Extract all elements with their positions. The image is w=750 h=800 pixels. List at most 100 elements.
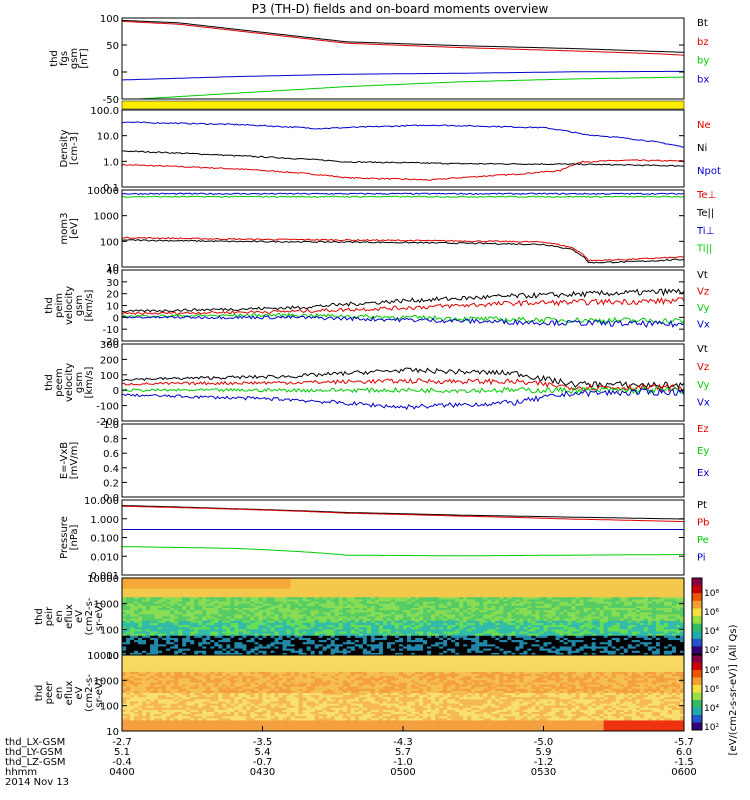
spectrogram-cell [651,629,657,632]
spectrogram-cell [206,631,211,635]
spectrogram-cell [579,631,585,635]
spectrogram-cell [519,616,524,620]
spectrogram-cell [539,642,544,645]
spectrogram-cell [539,588,544,592]
spectrogram-cell [419,637,424,641]
spectrogram-cell [162,584,167,588]
spectrogram-cell [639,652,645,656]
spectrogram-cell [539,586,544,590]
spectrogram-cell [463,633,468,637]
spectrogram-cell [126,582,131,585]
spectrogram-cell [150,592,155,596]
spectrogram-cell [238,622,243,626]
spectrogram-cell [330,597,336,600]
spectrogram-cell [286,586,292,590]
spectrogram-cell [182,599,187,603]
spectrogram-cell [278,644,284,647]
spectrogram-cell [282,646,288,650]
spectrogram-cell [619,635,625,639]
spectrogram-cell [559,629,565,632]
spectrogram-cell [350,582,356,585]
spectrogram-cell [403,642,408,645]
spectrogram-cell [651,586,657,590]
spectrogram-cell [174,640,179,643]
spectrogram-cell [290,640,296,643]
spectrogram-cell [234,588,239,592]
spectrogram-cell [258,597,263,600]
spectrogram-cell [294,590,300,594]
spectrogram-cell [398,607,404,611]
spectrogram-cell [411,650,416,654]
spectrogram-cell [382,642,388,645]
spectrogram-cell [511,635,516,639]
spectrogram-cell [507,582,512,585]
spectrogram-cell [467,650,472,654]
spectrogram-cell [182,612,187,615]
spectrogram-cell [535,618,540,622]
spectrogram-cell [354,640,360,643]
spectrogram-cell [390,633,396,637]
spectrogram-cell [535,592,540,596]
spectrogram-cell [467,610,472,613]
spectrogram-cell [366,599,372,603]
spectrogram-cell [342,582,348,585]
spectrogram-cell [190,605,195,609]
spectrogram-cell [166,588,171,592]
spectrogram-cell [374,610,380,613]
spectrogram-cell [326,599,332,603]
spectrogram-cell [202,640,207,643]
spectrogram-cell [511,648,516,652]
spectrogram-cell [603,592,609,596]
spectrogram-cell [142,637,147,641]
spectrogram-cell [330,642,336,645]
spectrogram-cell [382,595,388,598]
spectrogram-cell [342,580,348,583]
spectrogram-cell [619,616,625,620]
spectrogram-cell [451,584,456,588]
spectrogram-cell [583,650,589,654]
spectrogram-cell [527,610,532,613]
spectrogram-cell [170,607,175,611]
spectrogram-cell [326,616,332,620]
spectrogram-cell [366,642,372,645]
spectrogram-cell [158,610,163,613]
spectrogram-cell [306,648,312,652]
spectrogram-cell [563,633,569,637]
spectrogram-cell [370,599,376,603]
spectrogram-cell [218,586,223,590]
spectrogram-cell [366,625,372,628]
spectrogram-cell [398,652,404,656]
spectrogram-cell [523,640,528,643]
y-tick-label: 40 [106,266,119,277]
spectrogram-cell [427,629,432,632]
spectrogram-cell [122,631,127,635]
spectrogram-cell [222,635,227,639]
spectrogram-cell [467,601,472,605]
spectrogram-cell [222,588,227,592]
spectrogram-cell [607,582,613,585]
spectrogram-cell [407,586,412,590]
spectrogram-cell [431,616,436,620]
spectrogram-cell [499,578,504,581]
spectrogram-cell [583,644,589,647]
spectrogram-cell [431,625,436,628]
spectrogram-cell [374,644,380,647]
spectrogram-cell [318,648,324,652]
spectrogram-cell [234,627,239,630]
spectrogram-cell [242,640,247,643]
spectrogram-cell [475,625,480,628]
spectrogram-cell [158,603,163,607]
spectrogram-cell [499,642,504,645]
spectrogram-cell [495,605,500,609]
spectrogram-cell [463,646,468,650]
spectrogram-cell [559,627,565,630]
spectrogram-cell [358,631,364,635]
spectrogram-cell [435,580,440,583]
spectrogram-cell [447,616,452,620]
spectrogram-cell [366,614,372,617]
spectrogram-cell [270,597,276,600]
spectrogram-cell [583,610,589,613]
spectrogram-cell [366,650,372,654]
